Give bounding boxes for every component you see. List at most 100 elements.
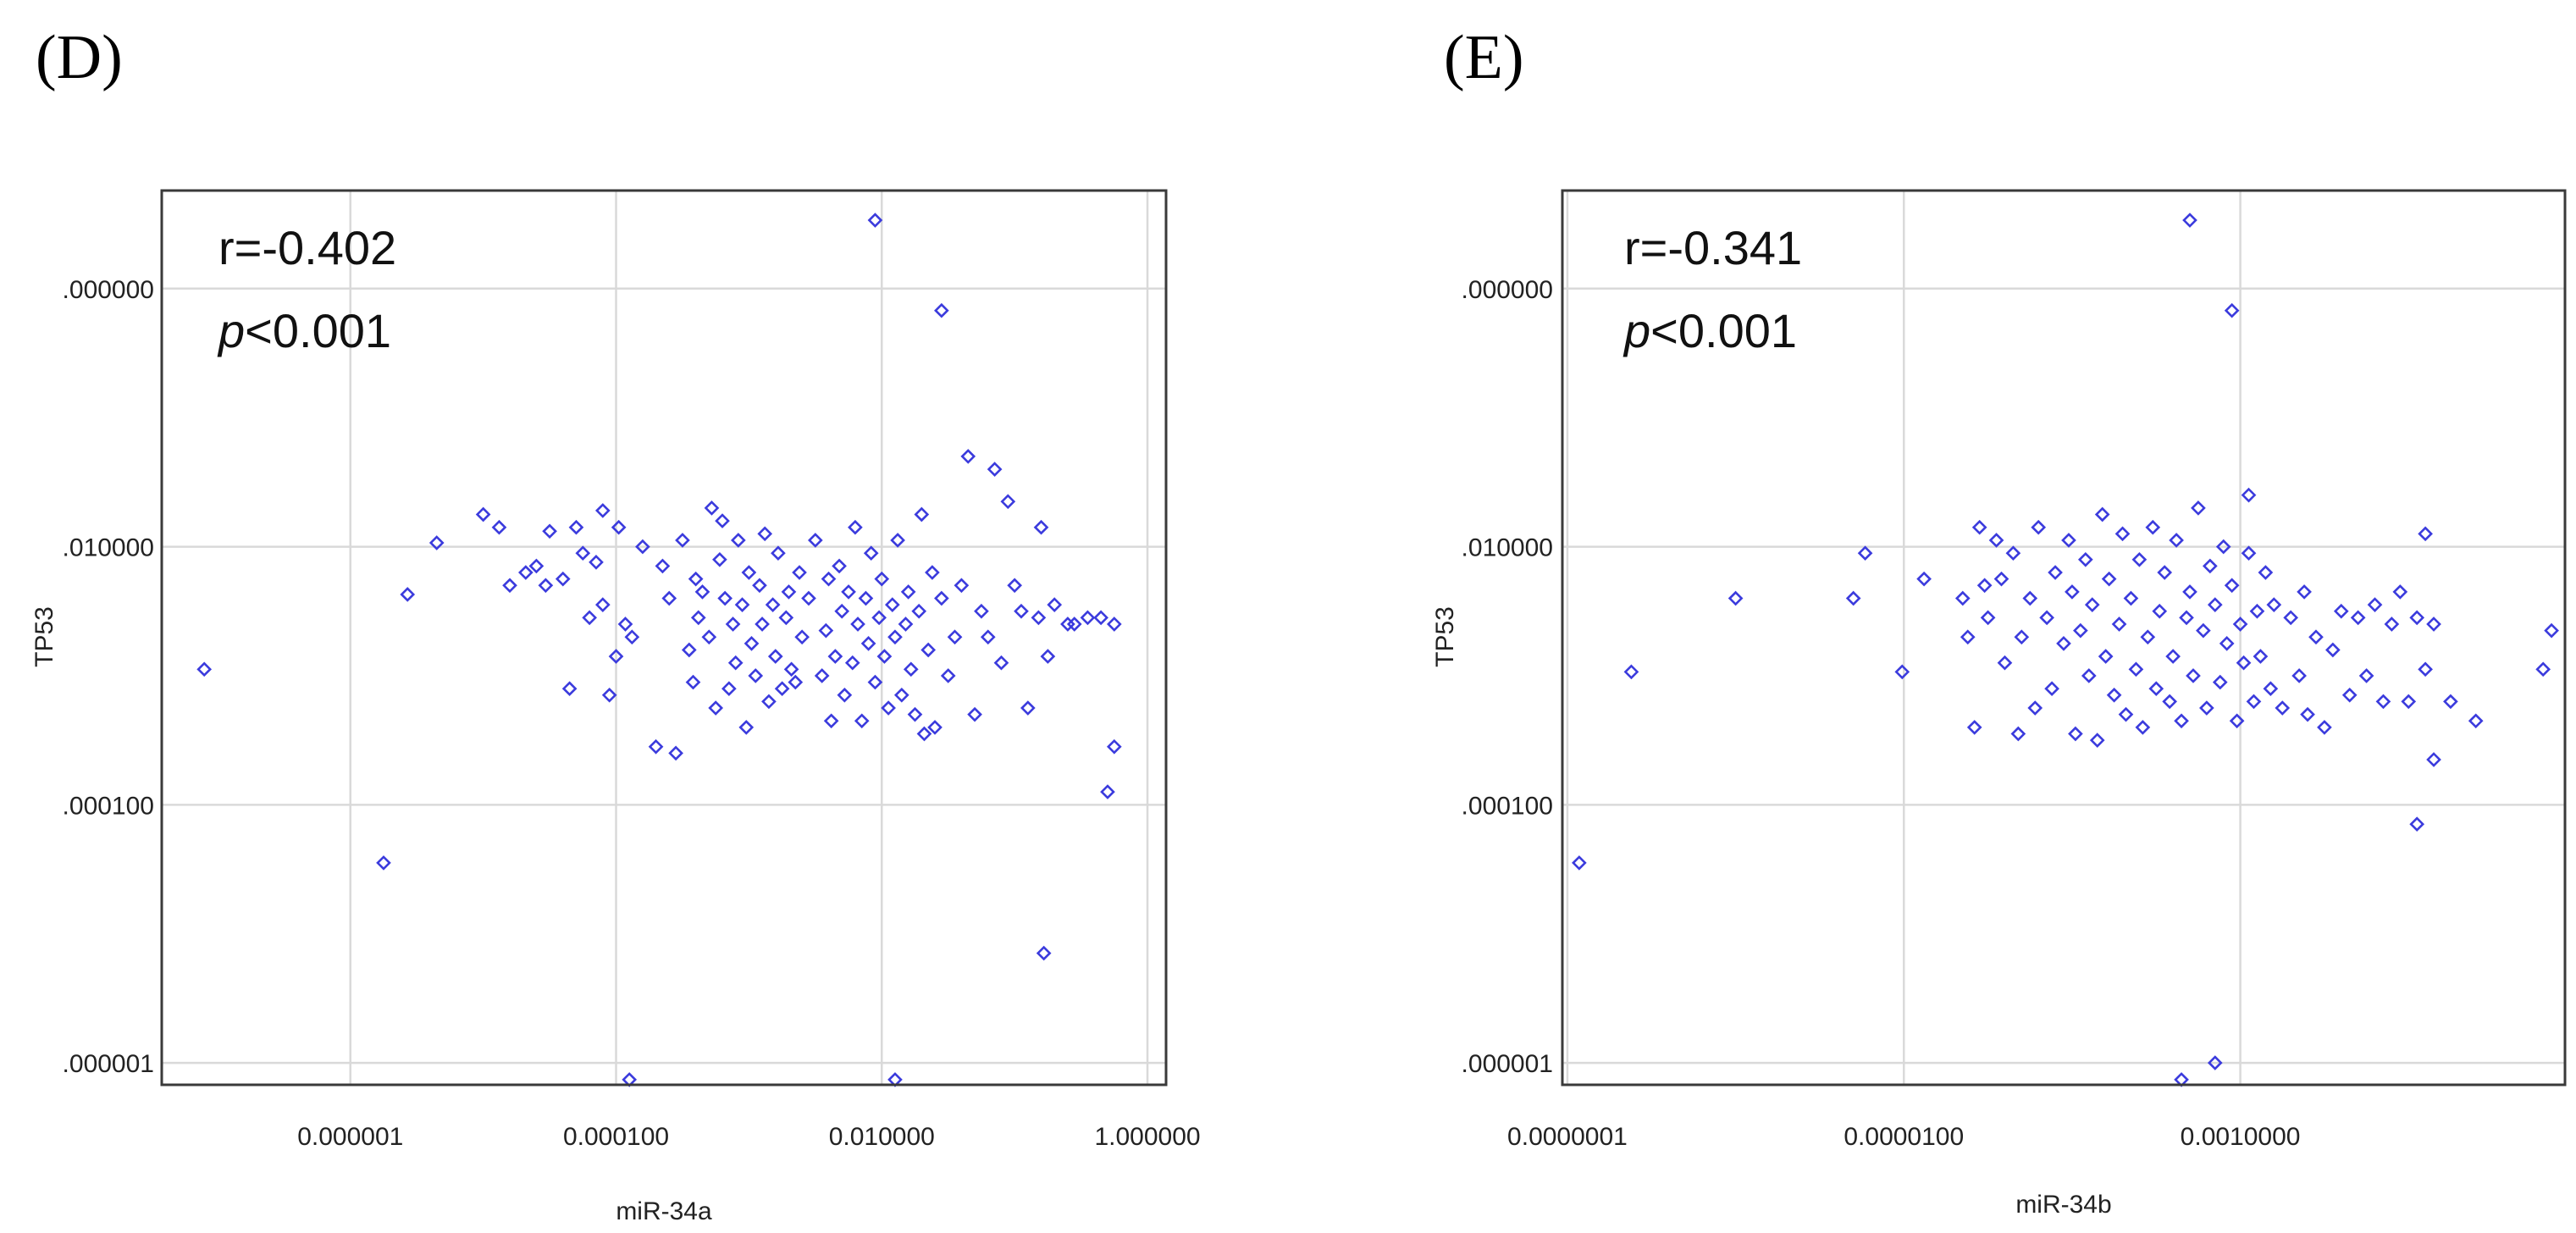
x-tick-label-e-1: 0.0000100	[1844, 1123, 1964, 1151]
data-point-d-99	[927, 720, 943, 735]
data-point-e-83	[2325, 642, 2341, 658]
gridlines-d	[162, 191, 1166, 1085]
data-point-d-83	[874, 571, 890, 587]
data-point-d-31	[688, 571, 704, 587]
data-point-e-49	[2157, 565, 2173, 580]
data-point-e-65	[2224, 578, 2240, 594]
data-point-d-105	[967, 706, 982, 722]
data-point-d-27	[668, 745, 683, 761]
data-point-d-41	[725, 616, 741, 632]
data-point-e-12	[1980, 610, 1996, 626]
data-point-d-74	[844, 655, 860, 671]
data-point-e-74	[2263, 681, 2279, 697]
p-rest-e: <0.001	[1650, 304, 1797, 357]
data-point-e-81	[2308, 629, 2324, 645]
data-point-d-118	[1047, 597, 1063, 612]
data-point-e-35	[2098, 649, 2114, 664]
data-point-d-7	[518, 565, 533, 580]
data-point-d-25	[655, 558, 671, 574]
data-point-e-79	[2297, 584, 2312, 600]
data-point-e-24	[2048, 565, 2063, 580]
data-point-d-88	[890, 533, 905, 548]
data-point-e-23	[2044, 681, 2059, 697]
x-axis-title-d: miR-34a	[616, 1197, 712, 1225]
data-point-d-94	[911, 603, 927, 619]
data-point-d-112	[1014, 603, 1029, 619]
data-point-e-96	[2426, 752, 2441, 767]
data-point-d-67	[821, 571, 837, 587]
data-point-d-54	[767, 649, 783, 664]
data-point-d-82	[871, 610, 887, 626]
data-point-e-15	[1997, 655, 2013, 671]
data-point-e-53	[2174, 713, 2189, 729]
data-point-d-130	[594, 503, 611, 518]
data-point-d-101	[940, 668, 956, 683]
data-point-d-28	[675, 533, 690, 548]
data-point-e-102	[2418, 526, 2433, 542]
data-point-e-98	[2468, 713, 2484, 729]
y-tick-label-e-2: .000100	[1462, 792, 1553, 820]
data-point-d-73	[841, 584, 856, 600]
data-point-d-100	[934, 590, 949, 606]
data-point-e-48	[2152, 603, 2168, 619]
data-point-d-46	[741, 565, 757, 580]
data-point-e-58	[2196, 622, 2211, 639]
data-point-d-10	[542, 523, 557, 539]
data-point-d-92	[903, 661, 919, 677]
data-point-e-29	[2073, 622, 2088, 639]
data-point-e-42	[2128, 661, 2144, 677]
data-point-e-39	[2114, 526, 2131, 542]
data-point-d-78	[858, 590, 874, 606]
data-point-d-98	[925, 565, 940, 580]
data-point-e-91	[2392, 584, 2408, 600]
data-point-e-8	[1960, 629, 1976, 645]
data-point-d-21	[617, 616, 633, 632]
p-value-e: p<0.001	[1622, 304, 1797, 357]
data-point-e-13	[1988, 533, 2004, 548]
data-point-e-18	[2014, 629, 2030, 645]
y-tick-label-e-1: .010000	[1462, 534, 1553, 562]
data-point-d-48	[748, 668, 764, 683]
data-point-e-4	[1857, 545, 1873, 561]
data-point-e-20	[2027, 700, 2043, 716]
data-point-d-23	[635, 539, 650, 555]
data-point-e-19	[2022, 590, 2038, 606]
data-point-e-97	[2443, 694, 2458, 710]
p-rest-d: <0.001	[245, 304, 391, 357]
x-tick-label-d-3: 1.000000	[1094, 1123, 1200, 1151]
data-point-e-44	[2135, 720, 2151, 735]
data-point-d-110	[1000, 494, 1016, 510]
data-point-d-84	[876, 649, 893, 664]
panel-e: (E) 0.0000001 0.0000100 0.0010000 .000000.…	[1431, 23, 2567, 1219]
data-point-d-12	[561, 681, 578, 697]
data-point-e-105	[2182, 213, 2197, 228]
data-point-d-127	[934, 302, 949, 318]
data-point-e-85	[2341, 687, 2358, 703]
data-point-d-49	[752, 578, 767, 594]
data-point-e-14	[1993, 571, 2009, 587]
data-point-e-50	[2162, 694, 2177, 710]
data-point-e-5	[1894, 664, 1910, 680]
data-point-d-114	[1031, 610, 1047, 626]
data-point-e-31	[2081, 668, 2097, 683]
data-point-e-106	[2224, 302, 2240, 318]
y-tick-labels-d: .000000 .010000 .000100 .000001	[63, 276, 154, 1078]
data-point-e-6	[1916, 571, 1932, 587]
data-point-d-51	[757, 526, 773, 542]
data-point-d-29	[681, 642, 697, 658]
data-point-d-15	[582, 610, 597, 626]
data-point-e-95	[2426, 616, 2441, 632]
data-point-e-86	[2350, 610, 2366, 626]
y-tick-label-e-0: .000000	[1462, 276, 1553, 304]
data-point-e-84	[2333, 603, 2349, 619]
data-point-e-60	[2202, 558, 2218, 574]
data-point-d-3	[428, 535, 445, 550]
data-point-e-71	[2249, 603, 2265, 619]
data-point-d-96	[916, 726, 932, 742]
data-point-e-0	[1572, 855, 1587, 871]
x-tick-labels-d: 0.000001 0.000100 0.010000 1.000000	[297, 1123, 1200, 1151]
data-point-d-44	[734, 597, 750, 612]
data-point-d-33	[694, 584, 710, 600]
x-tick-label-d-1: 0.000100	[563, 1123, 669, 1151]
data-point-d-80	[863, 545, 879, 561]
